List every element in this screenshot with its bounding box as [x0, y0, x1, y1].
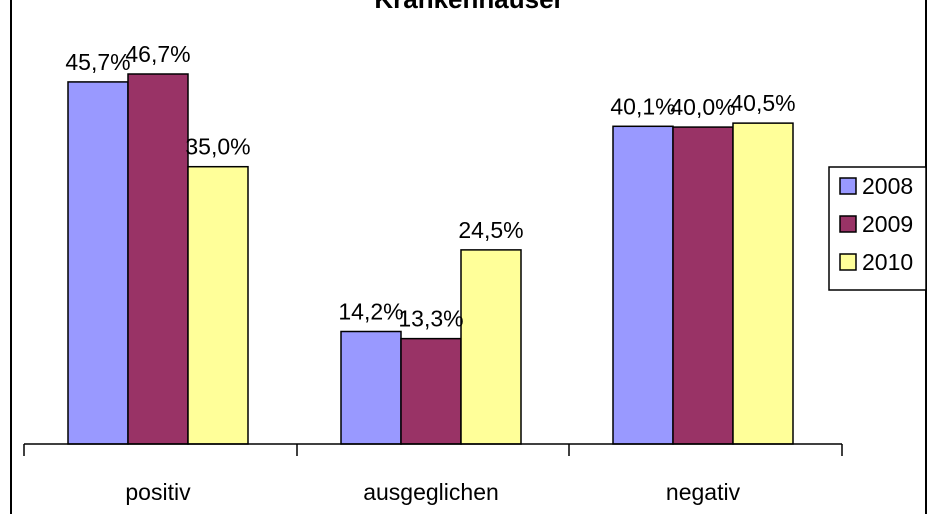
chart-title: Krankenhäuser	[374, 0, 563, 14]
bar-positiv-2008	[67, 81, 129, 445]
bar-ausgeglichen-2008	[340, 330, 402, 445]
data-label-negativ-2010: 40,5%	[730, 90, 795, 116]
category-label-negativ: negativ	[666, 479, 741, 505]
data-labels-layer: 45,7%46,7% 35,0% 14,2%13,3% 24,5% 40,1%40,0%…	[65, 41, 795, 332]
legend-label-2010: 2010	[862, 249, 913, 275]
data-label-positiv-2008: 45,7%	[65, 49, 130, 75]
data-label-positiv-2010: 35,0%	[185, 134, 250, 160]
bar-ausgeglichen-2009	[400, 337, 462, 445]
data-label-negativ-2008: 40,1%	[610, 93, 675, 119]
category-label-positiv: positiv	[125, 479, 191, 505]
x-axis-category-labels: positiv ausgeglichen negativ	[125, 479, 740, 505]
bar-positiv-2009	[127, 73, 189, 445]
legend-swatch-2008	[839, 177, 857, 195]
bar-negativ-2010	[732, 122, 794, 445]
legend-swatch-2010	[839, 253, 857, 271]
data-label-ausgeglichen-2008: 14,2%	[338, 298, 403, 324]
data-label-positiv-2009: 46,7%	[125, 41, 190, 67]
legend-label-2008: 2008	[862, 173, 913, 199]
legend-items: 2008 2009 2010	[839, 173, 913, 275]
bar-ausgeglichen-2010	[460, 249, 522, 445]
bars-layer	[67, 73, 794, 445]
bar-negativ-2009	[672, 126, 734, 445]
data-label-ausgeglichen-2009: 13,3%	[398, 306, 463, 332]
bar-negativ-2008	[612, 125, 674, 445]
legend-swatch-2009	[839, 215, 857, 233]
legend-label-2009: 2009	[862, 211, 913, 237]
category-label-ausgeglichen: ausgeglichen	[363, 479, 499, 505]
x-axis-ticks	[23, 444, 843, 456]
data-label-negativ-2009: 40,0%	[670, 94, 735, 120]
bar-positiv-2010	[187, 165, 249, 445]
legend: 2008 2009 2010	[828, 166, 927, 291]
data-label-ausgeglichen-2010: 24,5%	[458, 217, 523, 243]
